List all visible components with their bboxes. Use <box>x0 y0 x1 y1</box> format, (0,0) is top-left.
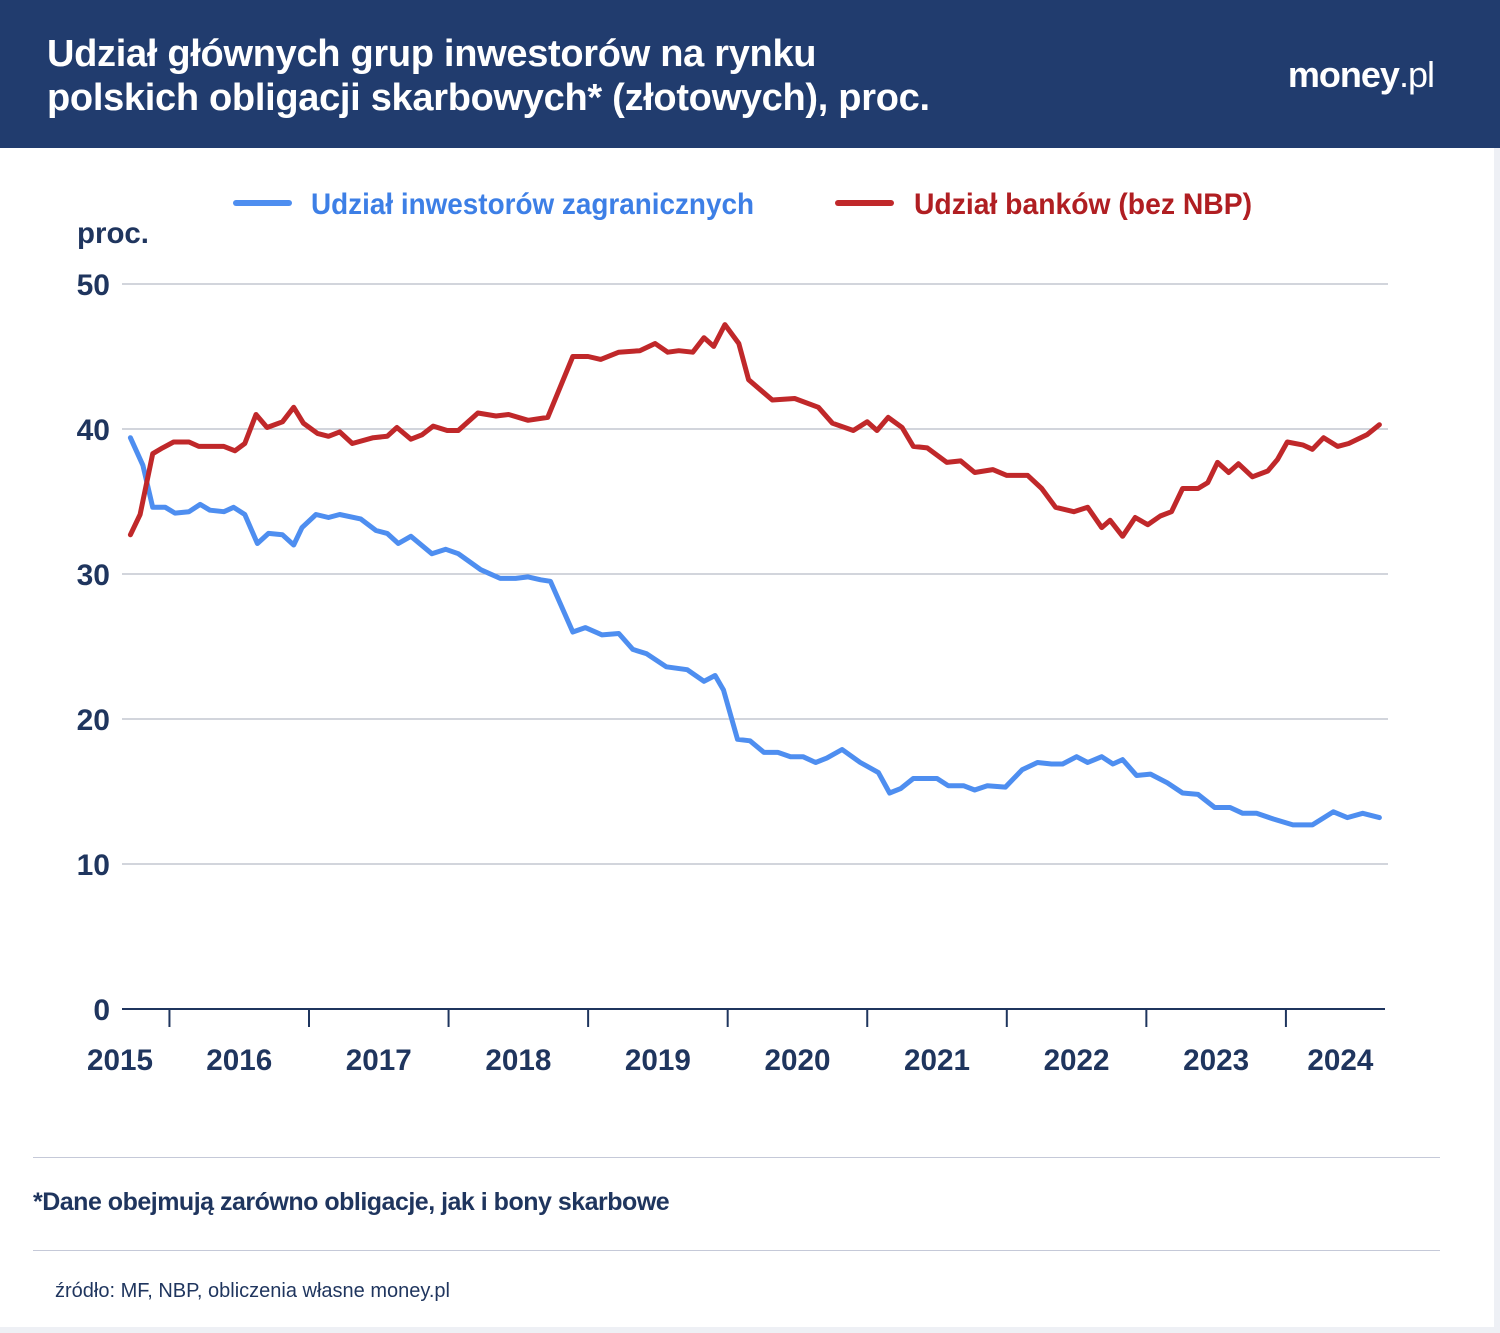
series-line-banks <box>127 322 1382 539</box>
frame-border <box>0 148 1500 1333</box>
x-tick-label-2015: 2015 <box>87 1044 153 1077</box>
x-tick-label-2018: 2018 <box>485 1044 551 1077</box>
y-tick-label-20: 20 <box>77 704 110 737</box>
x-tick-label-2019: 2019 <box>625 1044 691 1077</box>
x-tick-label-2017: 2017 <box>346 1044 412 1077</box>
x-tick-label-2016: 2016 <box>206 1044 272 1077</box>
chart-title: Udział głównych grup inwestorów na rynku… <box>47 32 930 120</box>
divider-bottom <box>33 1250 1440 1251</box>
y-tick-label-50: 50 <box>77 269 110 302</box>
y-tick-label-40: 40 <box>77 414 110 447</box>
y-tick-label-30: 30 <box>77 559 110 592</box>
series-line-foreign <box>127 435 1382 828</box>
x-tick-label-2024: 2024 <box>1307 1044 1373 1077</box>
header-banner: Udział głównych grup inwestorów na rynku… <box>0 0 1500 148</box>
title-line-2: polskich obligacji skarbowych* (złotowyc… <box>47 77 930 119</box>
divider-top <box>33 1157 1440 1158</box>
grid-lines <box>122 283 1388 865</box>
x-tick-label-2022: 2022 <box>1044 1044 1110 1077</box>
title-line-1: Udział głównych grup inwestorów na rynku <box>47 33 817 75</box>
y-axis-label: proc. <box>77 217 149 250</box>
legend-label-foreign: Udział inwestorów zagranicznych <box>311 188 754 221</box>
source-text: źródło: MF, NBP, obliczenia własne money… <box>55 1280 450 1302</box>
x-tick-label-2023: 2023 <box>1183 1044 1249 1077</box>
x-axis: 2015 2016 2017 2018 2019 2020 2021 2022 2023 2024 <box>87 1008 1385 1077</box>
y-tick-label-0: 0 <box>93 994 110 1027</box>
money-pl-logo: money.pl <box>1287 54 1435 95</box>
y-axis-ticks: 0 10 20 30 40 50 <box>77 269 110 1027</box>
legend-label-banks: Udział banków (bez NBP) <box>914 188 1252 221</box>
x-tick-label-2021: 2021 <box>904 1044 970 1077</box>
x-tick-label-2020: 2020 <box>764 1044 830 1077</box>
series-lines <box>127 322 1382 828</box>
footnote: *Dane obejmują zarówno obligacje, jak i … <box>33 1188 670 1216</box>
legend: Udział inwestorów zagranicznych Udział b… <box>233 188 1252 221</box>
y-tick-label-10: 10 <box>77 849 110 882</box>
